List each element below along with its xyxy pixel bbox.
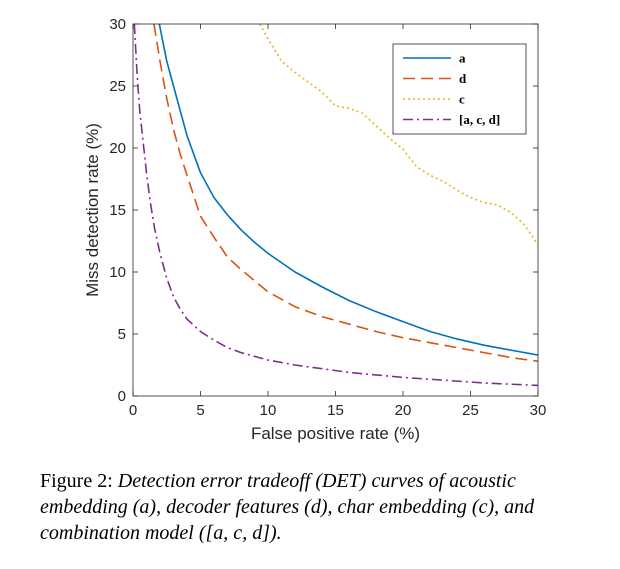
- y-axis-label: Miss detection rate (%): [83, 123, 102, 297]
- figure-caption: Figure 2: Detection error tradeoff (DET)…: [40, 468, 585, 546]
- series-line-0: [158, 24, 538, 356]
- det-chart: 0 5 10 15 20 25 30 0 5 10 15 20 25 30 adc [a, c, d] Fa…: [83, 16, 546, 443]
- x-tick-label: 20: [395, 402, 412, 419]
- x-tick-label: 25: [462, 402, 479, 419]
- plot-area: [133, 24, 538, 387]
- series-line-2: [259, 24, 538, 246]
- legend-label-1: d: [459, 71, 467, 86]
- x-axis-label: False positive rate (%): [251, 424, 420, 443]
- y-tick-label: 30: [109, 16, 126, 33]
- axes: 0 5 10 15 20 25 30 0 5 10 15 20 25 30: [109, 16, 546, 419]
- caption-label: Figure 2:: [40, 470, 118, 492]
- x-tick-label: 10: [260, 402, 277, 419]
- x-tick-label: 0: [129, 402, 137, 419]
- legend: adc [a, c, d]: [392, 43, 527, 135]
- legend-label-2: c: [459, 92, 465, 107]
- y-tick-label: 15: [109, 202, 126, 219]
- series-line-1: [153, 24, 538, 363]
- legend-box: [392, 43, 527, 135]
- x-tick-label: 30: [530, 402, 547, 419]
- x-tick-label: 5: [196, 402, 204, 419]
- legend-label-0: a: [459, 51, 466, 66]
- y-tick-label: 5: [118, 326, 126, 343]
- y-tick-label: 20: [109, 140, 126, 157]
- x-tick-label: 15: [327, 402, 344, 419]
- y-tick-label: 10: [109, 264, 126, 281]
- series-line-3: [133, 24, 538, 387]
- y-tick-label: 0: [118, 388, 126, 405]
- caption-text: Detection error tradeoff (DET) curves of…: [40, 470, 535, 544]
- y-tick-label: 25: [109, 78, 126, 95]
- legend-label-3: [a, c, d]: [459, 112, 500, 127]
